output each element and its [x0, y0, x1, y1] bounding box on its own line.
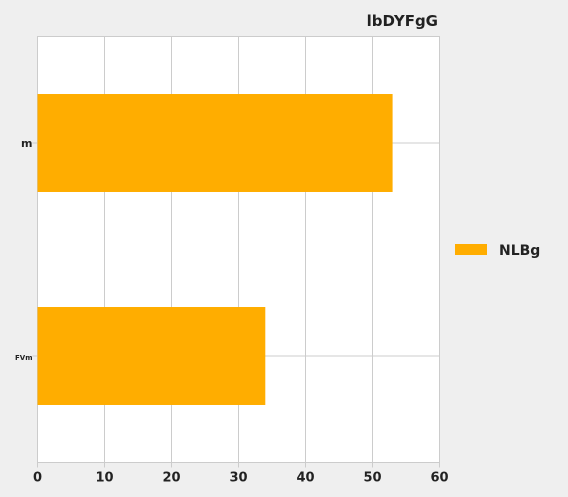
bars	[37, 94, 393, 405]
y-axis: m FVm	[15, 137, 38, 362]
x-tick-label: 50	[363, 471, 381, 486]
bar	[37, 307, 266, 405]
legend-swatch	[455, 244, 487, 255]
x-tick-label: 0	[33, 471, 42, 486]
y-category-label: m	[21, 137, 32, 150]
legend-label: NLBg	[499, 243, 540, 259]
y-category-label: FVm	[15, 354, 33, 362]
x-tick-label: 40	[296, 471, 314, 486]
legend: NLBg	[455, 243, 540, 259]
x-tick-label: 30	[229, 471, 247, 486]
chart-title: lbDYFgG	[367, 12, 438, 30]
x-tick-label: 20	[162, 471, 180, 486]
bar	[37, 94, 393, 192]
x-tick-label: 10	[95, 471, 113, 486]
x-tick-label: 60	[430, 471, 448, 486]
x-axis: 0 10 20 30 40 50 60	[33, 462, 449, 486]
